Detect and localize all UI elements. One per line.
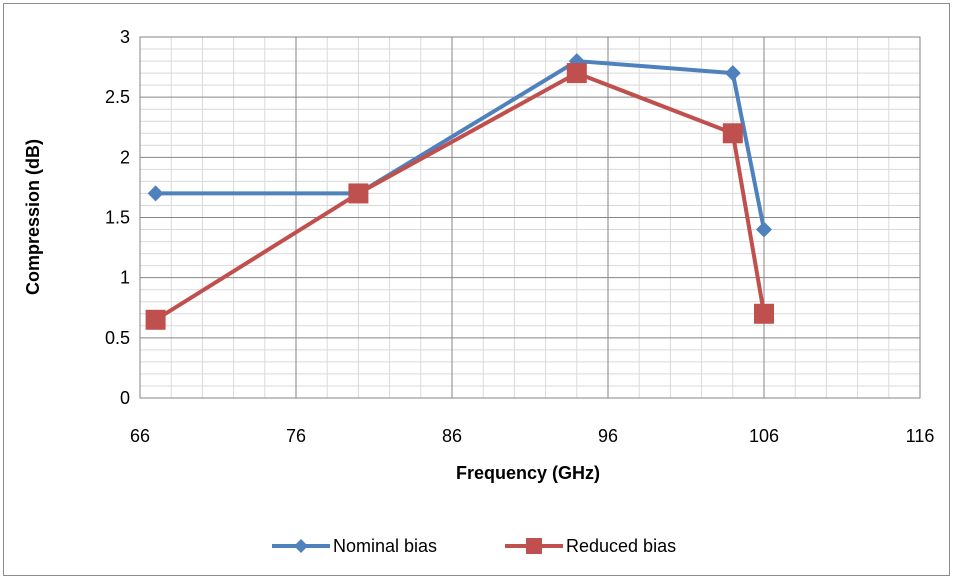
legend-marker-reduced	[526, 538, 542, 554]
x-tick-label: 96	[598, 426, 618, 446]
data-point-nominal	[756, 221, 772, 238]
x-tick-label: 86	[442, 426, 462, 446]
data-point-reduced	[722, 123, 743, 144]
x-tick-label: 76	[286, 426, 306, 446]
data-point-nominal	[147, 185, 164, 202]
x-tick-label: 116	[906, 426, 935, 446]
series-reduced	[145, 63, 774, 330]
y-tick-label: 0.5	[105, 328, 130, 348]
y-tick-label: 1.5	[105, 208, 130, 228]
legend-label-nominal: Nominal bias	[333, 536, 437, 556]
series-layer	[145, 53, 774, 330]
data-point-reduced	[145, 309, 166, 330]
y-tick-label: 2.5	[105, 87, 130, 107]
legend-label-reduced: Reduced bias	[566, 536, 676, 556]
y-axis-title: Compression (dB)	[23, 139, 43, 295]
y-tick-labels: 0 0.5 1 1.5 2 2.5 3	[105, 27, 130, 408]
y-tick-label: 3	[120, 27, 130, 47]
y-tick-label: 0	[120, 388, 130, 408]
x-tick-labels: 66 76 86 96 106 116	[130, 426, 934, 446]
legend-item-reduced: Reduced bias	[505, 536, 676, 556]
legend-marker-nominal	[294, 539, 308, 553]
series-line-reduced	[154, 71, 766, 322]
data-point-reduced	[754, 303, 774, 324]
data-point-nominal	[724, 65, 741, 82]
data-point-reduced	[566, 63, 587, 84]
legend: Nominal bias Reduced bias	[272, 536, 676, 556]
x-axis-title: Frequency (GHz)	[456, 463, 600, 483]
x-tick-label: 106	[749, 426, 779, 446]
y-tick-label: 2	[120, 147, 130, 167]
y-tick-label: 1	[120, 268, 130, 288]
legend-item-nominal: Nominal bias	[272, 536, 437, 556]
x-tick-label: 66	[130, 426, 150, 446]
plot-area-border	[139, 36, 921, 399]
data-point-reduced	[348, 183, 369, 204]
